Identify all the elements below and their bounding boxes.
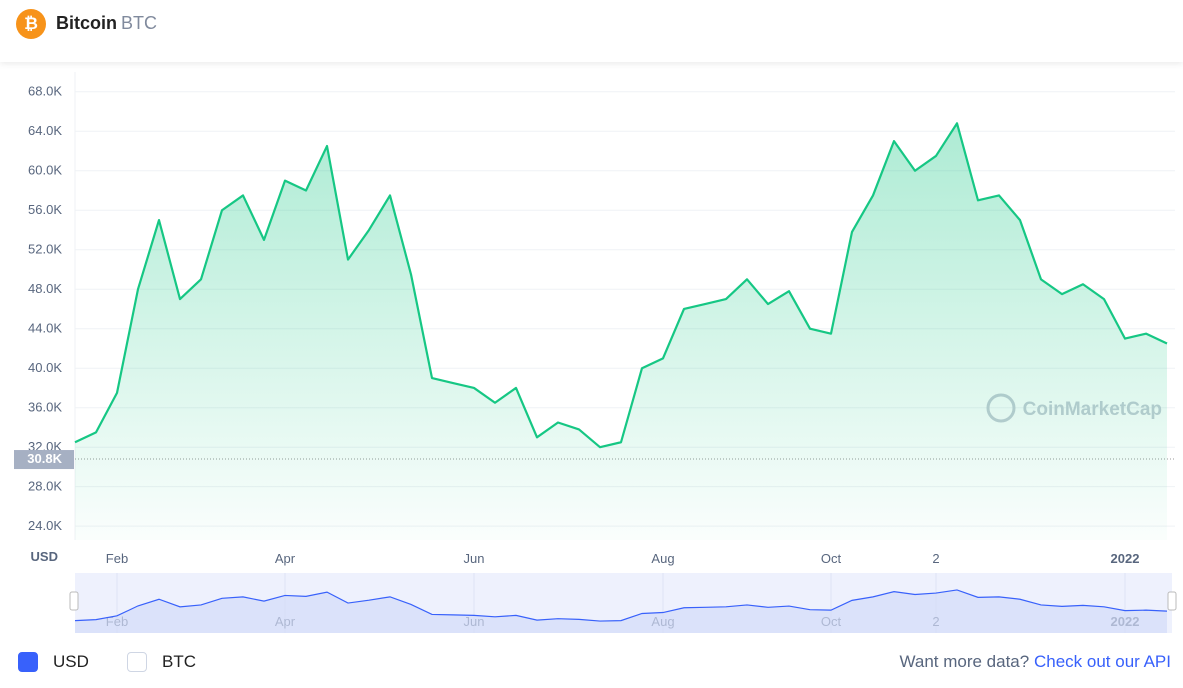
- y-tick-label: 60.0K: [28, 163, 62, 178]
- x-tick-label: Apr: [275, 551, 296, 566]
- y-tick-label: 36.0K: [28, 400, 62, 415]
- api-link[interactable]: Check out our API: [1033, 652, 1171, 671]
- coin-symbol: BTC: [121, 13, 157, 33]
- navigator-line: [74, 589, 1168, 622]
- x-tick-label: Aug: [651, 551, 674, 566]
- y-tick-label: 64.0K: [28, 123, 62, 138]
- y-tick-label: 68.0K: [28, 84, 62, 99]
- y-tick-label: 24.0K: [28, 518, 62, 533]
- x-tick-label: Jun: [464, 551, 485, 566]
- y-tick-label: 56.0K: [28, 202, 62, 217]
- navigator-area: [75, 589, 1167, 633]
- navigator-handle-left: [69, 591, 79, 611]
- btc-checkbox[interactable]: [127, 652, 147, 672]
- marker-label: 30.8K: [27, 451, 62, 466]
- area: [75, 123, 1167, 541]
- axis-unit: USD: [31, 549, 58, 564]
- y-tick-label: 48.0K: [28, 281, 62, 296]
- y-tick-label: 40.0K: [28, 360, 62, 375]
- price-line: [74, 122, 1168, 449]
- footer: Want more data? Check out our API: [899, 652, 1171, 672]
- usd-checkbox[interactable]: [18, 652, 38, 672]
- x-tick-label: Feb: [106, 551, 128, 566]
- coin-logo: ₿: [16, 9, 46, 39]
- header: ₿ Bitcoin BTC: [0, 0, 1183, 62]
- y-tick-label: 52.0K: [28, 242, 62, 257]
- footer-prompt: Want more data?: [899, 652, 1030, 671]
- y-tick-label: 44.0K: [28, 321, 62, 336]
- coin-name: Bitcoin BTC: [56, 13, 157, 34]
- marker-badge: [14, 450, 74, 470]
- usd-option[interactable]: USD: [53, 652, 89, 671]
- x-tick-label: Oct: [821, 551, 842, 566]
- x-tick-label: 2022: [1111, 551, 1140, 566]
- chart: 24.0K28.0K32.0K36.0K40.0K44.0K48.0K52.0K…: [14, 72, 1177, 633]
- coin-title: Bitcoin: [56, 13, 117, 33]
- btc-option[interactable]: BTC: [162, 652, 196, 671]
- x-tick-label: 2: [932, 551, 939, 566]
- y-tick-label: 28.0K: [28, 479, 62, 494]
- navigator-handle-right: [1167, 591, 1177, 611]
